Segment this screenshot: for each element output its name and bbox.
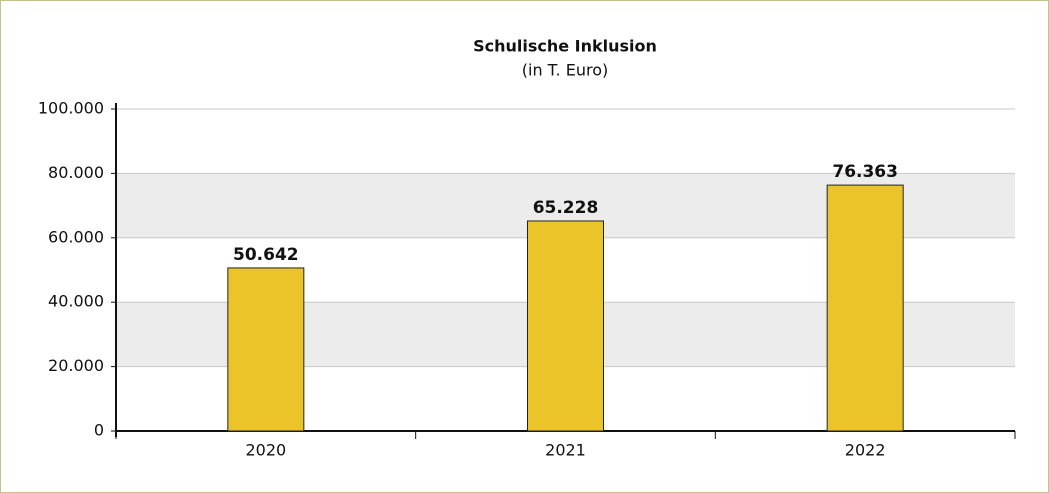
value-label: 50.642	[233, 245, 299, 265]
bar	[527, 220, 604, 432]
bar	[227, 267, 305, 432]
x-tick-label: 2021	[545, 441, 586, 460]
x-tick-label: 2020	[245, 441, 286, 460]
chart-subtitle: (in T. Euro)	[522, 61, 608, 80]
chart-title: Schulische Inklusion	[473, 37, 657, 56]
value-label: 65.228	[533, 198, 599, 218]
value-label: 76.363	[832, 162, 898, 182]
x-tick-label: 2022	[845, 441, 886, 460]
y-tick-label: 40.000	[48, 292, 104, 311]
y-tick-label: 100.000	[38, 99, 104, 118]
y-tick-label: 80.000	[48, 163, 104, 182]
bar	[826, 184, 904, 432]
y-tick-label: 60.000	[48, 227, 104, 246]
y-tick-label: 20.000	[48, 356, 104, 375]
y-tick-label: 0	[94, 421, 104, 440]
